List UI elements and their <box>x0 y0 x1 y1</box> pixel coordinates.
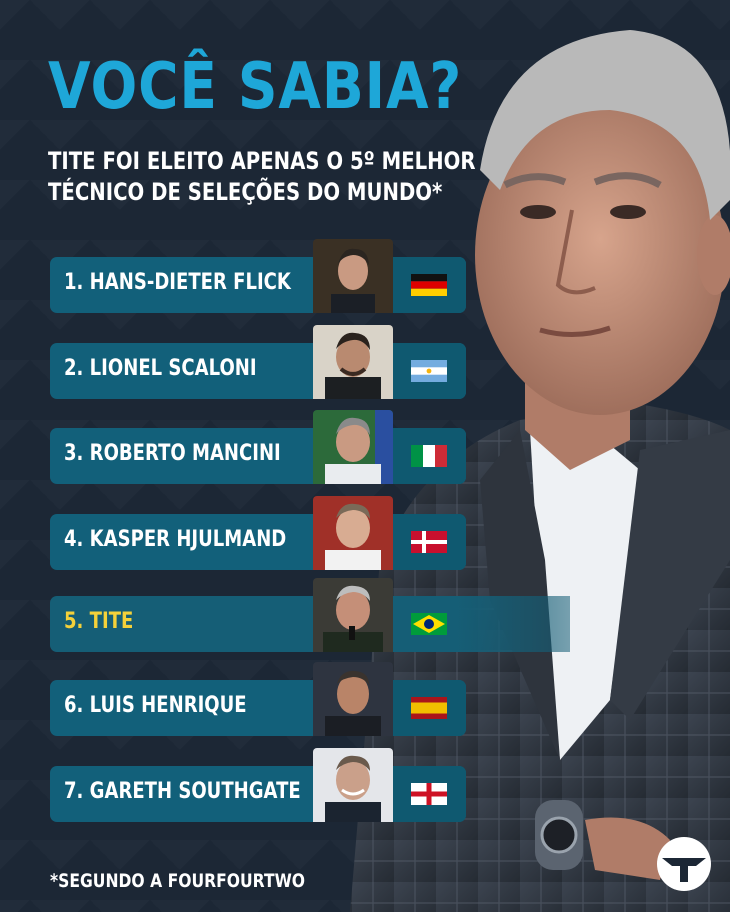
ranking-row-1: 1. HANS-DIETER FLICK <box>50 239 466 313</box>
subtitle-line-1: TITE FOI ELEITO APENAS O 5º MELHOR <box>48 147 476 175</box>
ranking-row-7: 7. GARETH SOUTHGATE <box>50 748 466 822</box>
broadcaster-logo-icon <box>657 837 711 891</box>
footnote: *SEGUNDO A FOURFOURTWO <box>50 870 306 892</box>
italy-flag-icon <box>411 445 447 467</box>
subtitle-line-2: TÉCNICO DE SELEÇÕES DO MUNDO* <box>48 178 443 206</box>
coach-photo <box>313 578 393 652</box>
ranking-label: 5. TITE <box>64 609 134 634</box>
subtitle: TITE FOI ELEITO APENAS O 5º MELHOR TÉCNI… <box>48 146 476 208</box>
ranking-row-4: 4. KASPER HJULMAND <box>50 496 466 570</box>
denmark-flag-icon <box>411 531 447 553</box>
coach-photo <box>313 496 393 570</box>
ranking-row-2: 2. LIONEL SCALONI <box>50 325 466 399</box>
england-flag-icon <box>411 783 447 805</box>
ranking-label: 3. ROBERTO MANCINI <box>64 441 281 466</box>
coach-photo <box>313 325 393 399</box>
ranking-row-5: 5. TITE <box>50 578 570 652</box>
ranking-label: 1. HANS-DIETER FLICK <box>64 270 291 295</box>
ranking-label: 6. LUIS HENRIQUE <box>64 693 247 718</box>
coach-photo <box>313 748 393 822</box>
ranking-row-6: 6. LUIS HENRIQUE <box>50 662 466 736</box>
brazil-flag-icon <box>411 613 447 635</box>
spain-flag-icon <box>411 697 447 719</box>
ranking-label: 4. KASPER HJULMAND <box>64 527 287 552</box>
ranking-row-3: 3. ROBERTO MANCINI <box>50 410 466 484</box>
coach-photo <box>313 410 393 484</box>
argentina-flag-icon <box>411 360 447 382</box>
ranking-label: 7. GARETH SOUTHGATE <box>64 779 301 804</box>
coach-photo <box>313 662 393 736</box>
headline: VOCÊ SABIA? <box>48 50 463 124</box>
germany-flag-icon <box>411 274 447 296</box>
ranking-label: 2. LIONEL SCALONI <box>64 356 257 381</box>
coach-photo <box>313 239 393 313</box>
